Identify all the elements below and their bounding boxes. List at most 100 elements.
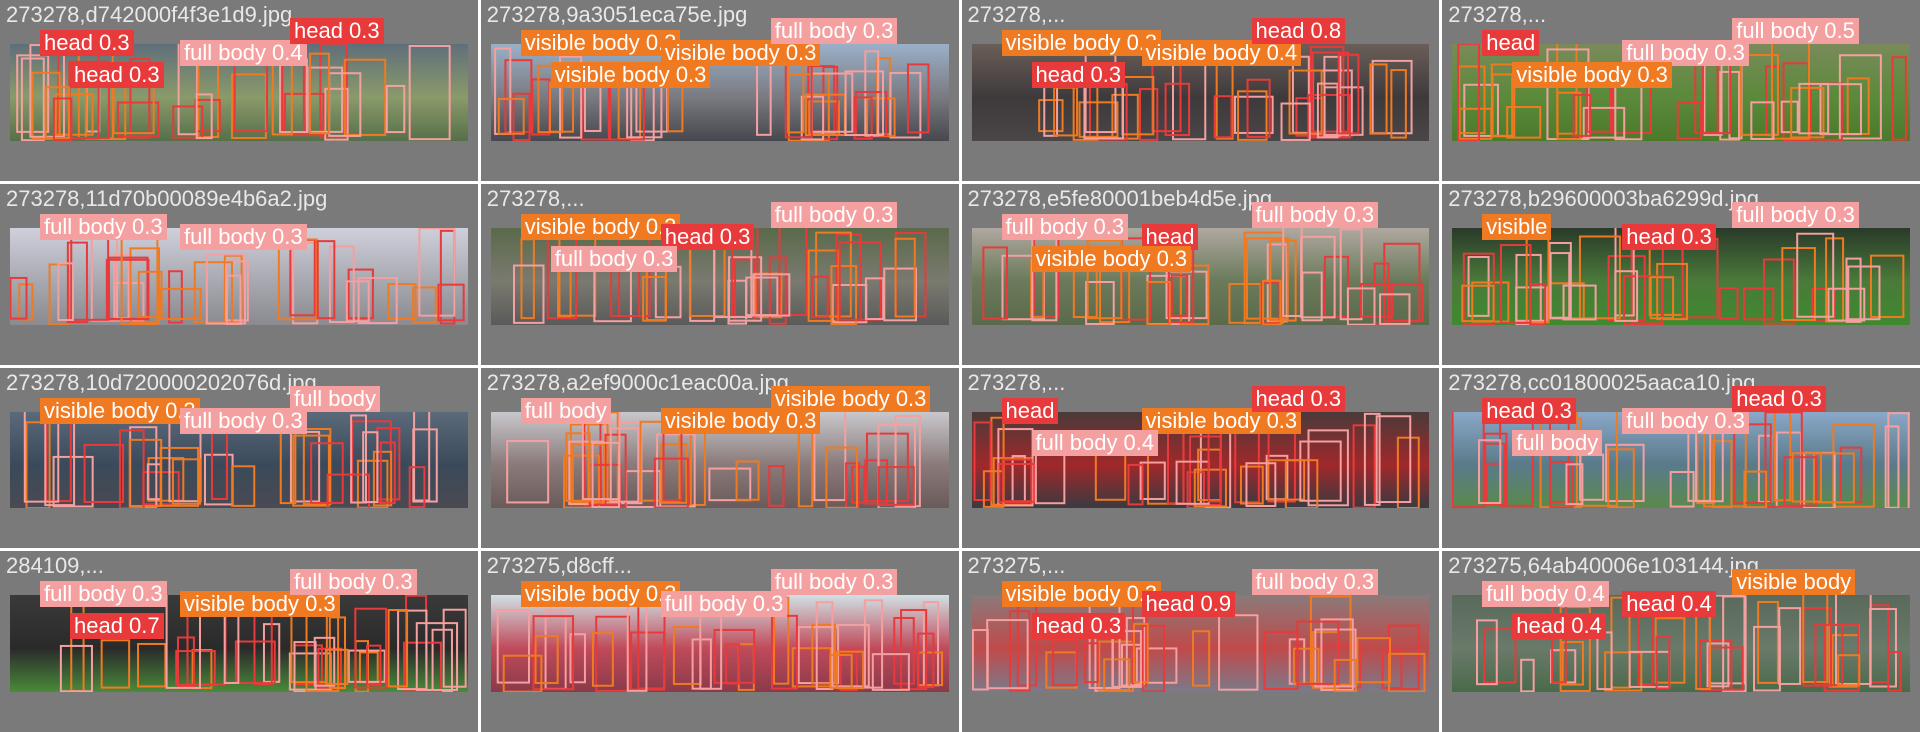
detection-boxes [971,595,1425,692]
detection-box [1780,100,1799,134]
detection-box [1832,423,1876,508]
detection-label: head 0.9 [1141,591,1236,618]
detection-box [1339,228,1363,320]
detection-box [565,431,591,502]
detection-box [387,282,417,320]
filename-label: 273275,... [967,553,1066,579]
detection-label: full body 0.3 [1001,213,1129,240]
detection-box [70,596,85,692]
detection-box [544,609,567,691]
detection-label: head [1141,223,1199,250]
detection-box [532,615,574,691]
detection-label: visible body 0.3 [40,397,200,424]
detection-box [767,464,785,507]
detection-label: full body 0.4 [180,40,307,66]
detection-box [1796,232,1835,318]
detection-box [1261,279,1281,325]
detection-box [431,629,453,692]
detection-box [688,237,726,317]
detection-box [1561,641,1585,686]
detection-label: visible body 0.3 [1031,245,1192,272]
detection-box [813,411,847,501]
detection-box [1083,642,1099,684]
detection-box [594,615,630,692]
detection-box [1783,455,1818,507]
image-tile: 273278,11d70b00089e4b6a2.jpg full body 0.… [0,183,478,365]
detection-boxes [981,227,1424,325]
detection-box [1110,630,1142,689]
detection-box [1676,101,1703,140]
detection-box [1827,287,1866,322]
detection-box [412,286,437,324]
detection-label: visible body 0.3 [520,213,681,240]
detection-box [54,93,94,136]
detection-box [1614,79,1643,141]
detection-box [1311,51,1349,133]
detection-box [591,632,614,687]
detection-box [385,84,406,134]
detection-box [413,411,431,501]
detection-label: head 0.4 [1622,591,1716,618]
detection-boxes [496,596,943,692]
detection-box [1138,88,1158,141]
detection-box [1319,618,1354,692]
detection-box [724,643,740,685]
detection-label: visible body 0.3 [1001,30,1162,56]
detection-box [825,446,858,509]
detection-box [1607,254,1646,321]
detection-box [1236,90,1268,141]
detection-label: full body 0.3 [180,223,307,250]
detection-label: visible body 0.3 [1512,62,1672,88]
detection-box [1846,77,1870,135]
detection-box [985,619,1029,690]
detection-box [1791,451,1823,503]
detection-box [1775,431,1803,509]
detection-box [778,227,808,316]
detection-box [57,262,74,321]
detection-box [1839,54,1883,140]
detection-box [1840,446,1863,503]
detection-box [830,264,857,325]
detection-box [745,276,779,316]
detection-box [1316,82,1338,139]
detection-box [1576,411,1619,507]
detection-label: head 0.3 [1031,62,1126,88]
detection-box [193,261,233,323]
detection-box [655,432,696,507]
detection-box [1548,241,1573,319]
image-tile: 273278,10d720000202076d.jpg visible body … [0,367,478,549]
detection-box [20,57,45,141]
detection-box [197,44,220,138]
detection-box [815,601,834,691]
photo [490,595,949,692]
detection-box [1284,458,1318,509]
detection-boxes [59,595,467,692]
detection-box [1311,69,1353,137]
detection-box [44,86,70,139]
detection-box [1869,604,1890,684]
detection-box [1217,614,1258,691]
detection-box [497,97,525,135]
detection-box [159,287,202,320]
photo [1452,44,1910,141]
detection-box [1743,470,1768,508]
detection-box [1719,286,1739,320]
detection-box [1375,414,1411,503]
detection-box [853,96,873,140]
detection-box [971,629,989,691]
detection-box [415,622,459,692]
detection-box [883,267,917,322]
detection-box [672,626,702,686]
detection-box [387,609,409,688]
detection-box [1605,443,1645,502]
detection-label: visible body 0.3 [1141,407,1302,434]
detection-box [504,59,533,133]
detection-box [534,635,559,685]
detection-label: full body 0.3 [1251,201,1379,228]
detection-label: head 0.3 [1482,397,1576,424]
detection-box [641,275,667,322]
detection-box [194,98,221,133]
detection-label: head 0.3 [660,223,755,250]
detection-boxes [1037,45,1413,141]
